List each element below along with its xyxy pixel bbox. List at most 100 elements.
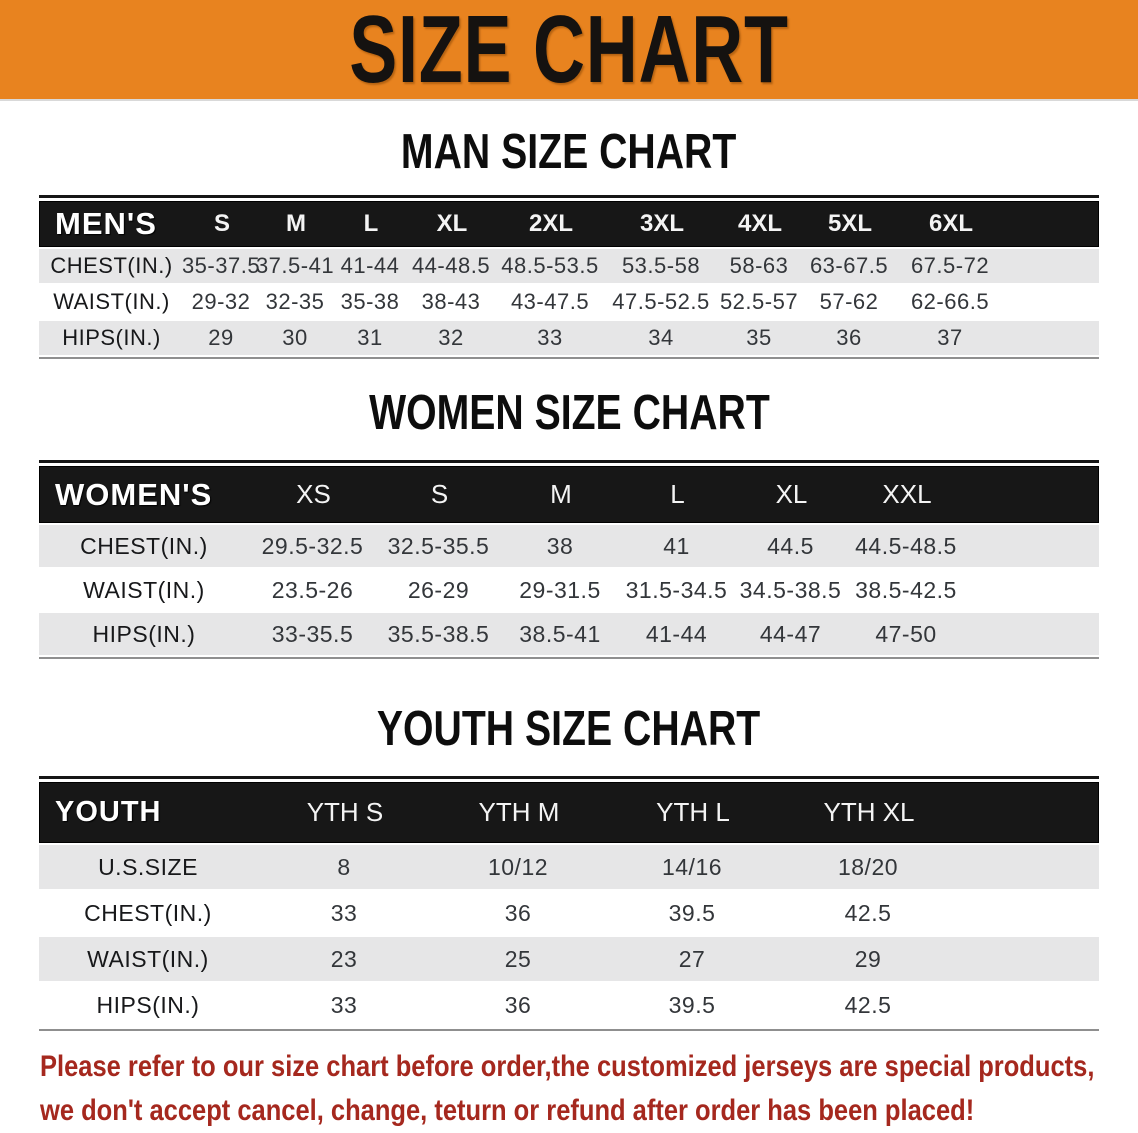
- youth-value-cell: 33: [330, 899, 358, 926]
- men-value-cell: 41-44: [340, 253, 400, 278]
- women-value-cell: 29-31.5: [519, 576, 601, 603]
- youth-row-label: CHEST(IN.): [84, 899, 212, 926]
- youth-value-cell: 42.5: [844, 899, 892, 926]
- women-value-cell: 38.5-42.5: [855, 576, 957, 603]
- men-column-header: L: [363, 210, 379, 237]
- men-value-cell: 29: [208, 325, 234, 350]
- women-value-cell: 41-44: [645, 620, 708, 647]
- youth-column-header: YTH M: [478, 797, 560, 827]
- women-value-cell: 44-47: [759, 620, 822, 647]
- youth-table-header: YOUTH YTH S YTH M YTH L YTH XL: [39, 782, 1099, 843]
- men-value-cell: 32: [438, 325, 464, 350]
- youth-value-cell: 36: [504, 899, 532, 926]
- heading-men: MAN SIZE CHART: [0, 128, 1138, 177]
- youth-value-cell: 39.5: [668, 991, 716, 1018]
- disclaimer: Please refer to our size chart before or…: [40, 1045, 1138, 1133]
- men-value-cell: 32-35: [265, 289, 325, 314]
- youth-value-cell: 25: [504, 945, 532, 972]
- women-value-cell: 26-29: [407, 576, 470, 603]
- disclaimer-line-2: we don't accept cancel, change, teturn o…: [40, 1094, 975, 1127]
- women-column-header: L: [670, 479, 685, 509]
- men-table-header: MEN'S S M L XL 2XL 3XL 4XL 5XL 6XL: [39, 201, 1099, 247]
- women-value-cell: 38.5-41: [519, 620, 601, 647]
- youth-value-cell: 10/12: [487, 853, 549, 880]
- men-value-cell: 52.5-57: [719, 289, 799, 314]
- men-column-header: 5XL: [827, 210, 872, 237]
- size-sections-container: MAN SIZE CHART MEN'S S M L XL 2XL 3XL 4XL 5XL 6XL C…: [0, 128, 1138, 1031]
- heading-women: WOMEN SIZE CHART: [0, 389, 1138, 438]
- women-value-cell: 44.5-48.5: [855, 532, 957, 559]
- youth-table-title: YOUTH: [55, 796, 162, 828]
- women-value-cell: 44.5: [767, 532, 814, 559]
- men-column-header: S: [213, 210, 230, 237]
- youth-table-row: CHEST(IN.) 33 36 39.5 42.5: [39, 891, 1099, 935]
- men-size-table: MEN'S S M L XL 2XL 3XL 4XL 5XL 6XL CHEST(IN.) 35-37…: [39, 195, 1099, 359]
- men-value-cell: 53.5-58: [621, 253, 701, 278]
- youth-value-cell: 27: [678, 945, 706, 972]
- disclaimer-line-1: Please refer to our size chart before or…: [40, 1050, 1095, 1083]
- youth-row-label: WAIST(IN.): [87, 945, 209, 972]
- youth-value-cell: 29: [854, 945, 882, 972]
- men-row-label: CHEST(IN.): [50, 253, 173, 278]
- men-value-cell: 29-32: [191, 289, 251, 314]
- men-value-cell: 43-47.5: [510, 289, 590, 314]
- heading-men-text: MAN SIZE CHART: [401, 125, 737, 179]
- women-column-header: M: [550, 479, 572, 509]
- women-value-cell: 31.5-34.5: [625, 576, 728, 603]
- youth-value-cell: 23: [330, 945, 358, 972]
- women-row-label: CHEST(IN.): [80, 532, 208, 559]
- section-women: WOMEN SIZE CHART WOMEN'S XS S M L XL XXL CHEST(I…: [0, 389, 1138, 659]
- men-value-cell: 35-37.5: [181, 253, 261, 278]
- youth-value-cell: 18/20: [837, 853, 899, 880]
- men-column-header: 4XL: [737, 210, 782, 237]
- section-men: MAN SIZE CHART MEN'S S M L XL 2XL 3XL 4XL 5XL 6XL C…: [0, 128, 1138, 359]
- women-column-header: XL: [775, 479, 808, 509]
- size-chart-banner: SIZE CHART: [0, 0, 1138, 101]
- youth-value-cell: 42.5: [844, 991, 892, 1018]
- youth-value-cell: 39.5: [668, 899, 716, 926]
- women-value-cell: 29.5-32.5: [261, 532, 364, 559]
- men-value-cell: 38-43: [421, 289, 481, 314]
- men-value-cell: 35-38: [340, 289, 400, 314]
- women-value-cell: 23.5-26: [271, 576, 354, 603]
- men-value-cell: 57-62: [819, 289, 879, 314]
- men-value-cell: 62-66.5: [910, 289, 990, 314]
- men-row-label: WAIST(IN.): [53, 289, 170, 314]
- youth-value-cell: 14/16: [661, 853, 723, 880]
- women-value-cell: 41: [663, 532, 690, 559]
- men-column-header: 3XL: [639, 210, 684, 237]
- youth-row-label: HIPS(IN.): [96, 991, 200, 1018]
- men-value-cell: 35: [746, 325, 772, 350]
- men-value-cell: 63-67.5: [809, 253, 889, 278]
- youth-value-cell: 8: [337, 853, 351, 880]
- women-value-cell: 38: [546, 532, 574, 559]
- men-value-cell: 37: [937, 325, 963, 350]
- women-value-cell: 33-35.5: [271, 620, 354, 647]
- women-row-label: WAIST(IN.): [83, 576, 205, 603]
- women-table-row: HIPS(IN.) 33-35.5 35.5-38.5 38.5-41 41-44 44-…: [39, 613, 1099, 655]
- men-value-cell: 48.5-53.5: [501, 253, 599, 278]
- heading-women-text: WOMEN SIZE CHART: [368, 386, 770, 440]
- men-value-cell: 31: [357, 325, 383, 350]
- youth-value-cell: 36: [504, 991, 532, 1018]
- youth-row-label: U.S.SIZE: [98, 853, 198, 880]
- women-row-label: HIPS(IN.): [92, 620, 196, 647]
- heading-youth-text: YOUTH SIZE CHART: [377, 702, 761, 756]
- women-value-cell: 34.5-38.5: [739, 576, 842, 603]
- men-value-cell: 44-48.5: [411, 253, 491, 278]
- heading-youth: YOUTH SIZE CHART: [0, 705, 1138, 754]
- women-value-cell: 35.5-38.5: [387, 620, 490, 647]
- women-table-title: WOMEN'S: [55, 476, 213, 512]
- men-column-header: 2XL: [528, 210, 573, 237]
- men-value-cell: 30: [282, 325, 308, 350]
- youth-table-row: HIPS(IN.) 33 36 39.5 42.5: [39, 983, 1099, 1027]
- men-value-cell: 36: [836, 325, 862, 350]
- men-table-row: HIPS(IN.) 29 30 31 32 33 34 35 36 37: [39, 321, 1099, 355]
- women-size-table: WOMEN'S XS S M L XL XXL CHEST(IN.) 29.5-32.5 32.5…: [39, 460, 1099, 659]
- women-table-row: WAIST(IN.) 23.5-26 26-29 29-31.5 31.5-34.5 34…: [39, 569, 1099, 611]
- men-value-cell: 47.5-52.5: [612, 289, 710, 314]
- women-column-header: XS: [296, 479, 331, 509]
- men-table-row: CHEST(IN.) 35-37.5 37.5-41 41-44 44-48.5 48.5…: [39, 249, 1099, 283]
- men-value-cell: 33: [537, 325, 563, 350]
- banner-title: SIZE CHART: [349, 0, 789, 103]
